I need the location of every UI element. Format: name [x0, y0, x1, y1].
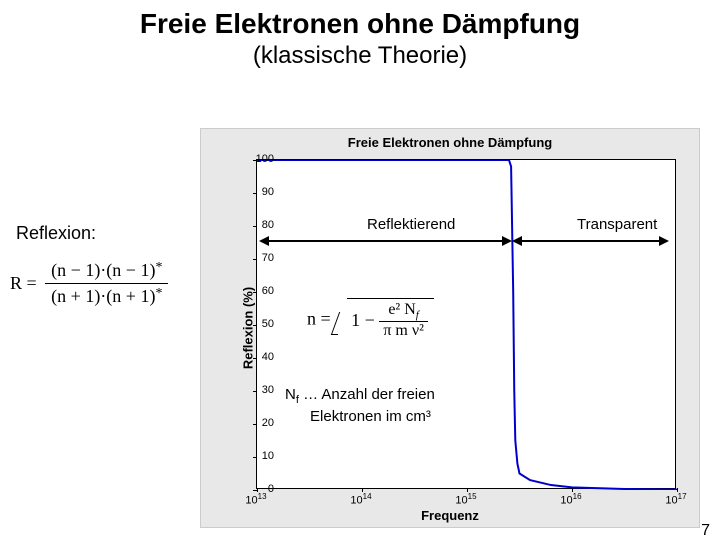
- y-tick-label: 20: [262, 417, 274, 429]
- arrow-reflecting: [267, 240, 510, 242]
- y-tick-mark: [253, 424, 257, 425]
- page-title: Freie Elektronen ohne Dämpfung: [0, 8, 720, 40]
- x-tick-label: 1014: [350, 492, 371, 507]
- y-tick-label: 0: [268, 483, 274, 495]
- y-tick-mark: [253, 292, 257, 293]
- chart-title: Freie Elektronen ohne Dämpfung: [201, 135, 699, 150]
- y-tick-label: 10: [262, 450, 274, 462]
- nf-definition: Nf … Anzahl der freien Elektronen im cm³: [285, 385, 435, 427]
- arrow-transparent: [520, 240, 667, 242]
- y-tick-label: 30: [262, 384, 274, 396]
- formula-n-lhs: n =: [307, 309, 331, 329]
- formula-reflectance: R = (n − 1)·(n − 1)* (n + 1)·(n + 1)*: [10, 258, 168, 309]
- y-tick-label: 40: [262, 351, 274, 363]
- y-tick-label: 90: [262, 186, 274, 198]
- page-subtitle: (klassische Theorie): [0, 42, 720, 70]
- formula-R-num: (n − 1)·(n − 1): [51, 260, 155, 280]
- formula-R-lhs: R =: [10, 273, 37, 294]
- y-tick-mark: [253, 391, 257, 392]
- formula-R-den: (n + 1)·(n + 1): [51, 286, 155, 306]
- y-tick-mark: [253, 226, 257, 227]
- x-tick-label: 1013: [245, 492, 266, 507]
- y-tick-label: 100: [256, 153, 274, 165]
- arrow-transparent-head-r: [659, 236, 669, 246]
- x-tick-label: 1017: [665, 492, 686, 507]
- x-tick-label: 1016: [560, 492, 581, 507]
- y-tick-label: 80: [262, 219, 274, 231]
- y-tick-label: 60: [262, 285, 274, 297]
- arrow-reflecting-head-r: [502, 236, 512, 246]
- chart-panel: Freie Elektronen ohne Dämpfung Reflexion…: [200, 128, 700, 528]
- page-number: 7: [701, 522, 710, 540]
- arrow-transparent-head-l: [512, 236, 522, 246]
- y-tick-mark: [253, 325, 257, 326]
- y-tick-mark: [253, 358, 257, 359]
- x-axis-label: Frequenz: [201, 508, 699, 523]
- arrow-reflecting-head-l: [259, 236, 269, 246]
- region-reflecting-label: Reflektierend: [367, 216, 455, 233]
- formula-refractive-index: n = 1 − e² Nf π m ν²: [307, 298, 434, 340]
- y-axis-label: Reflexion (%): [241, 287, 256, 369]
- y-tick-label: 70: [262, 252, 274, 264]
- y-tick-mark: [253, 457, 257, 458]
- region-transparent-label: Transparent: [577, 216, 657, 233]
- reflexion-heading: Reflexion:: [16, 223, 96, 244]
- y-tick-label: 50: [262, 318, 274, 330]
- y-tick-mark: [253, 193, 257, 194]
- y-tick-mark: [253, 259, 257, 260]
- x-tick-label: 1015: [455, 492, 476, 507]
- plot-area: Reflektierend Transparent n = 1 − e² Nf …: [256, 159, 676, 489]
